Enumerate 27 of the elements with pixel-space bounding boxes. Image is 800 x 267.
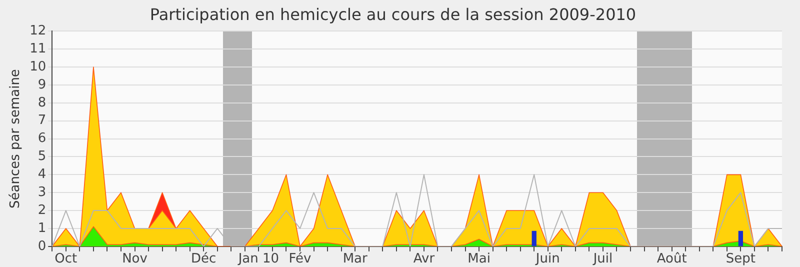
y-tick-label: 10 bbox=[30, 59, 46, 74]
y-tick-label: 3 bbox=[38, 184, 46, 200]
y-tick-label: 8 bbox=[38, 95, 46, 110]
y-tick-label: 2 bbox=[38, 202, 46, 218]
y-tick-label: 0 bbox=[38, 238, 46, 254]
x-tick-label: Nov bbox=[122, 252, 148, 267]
chart-title: Participation en hemicycle au cours de la session 2009-2010 bbox=[150, 4, 636, 24]
y-tick-label: 5 bbox=[38, 149, 46, 164]
y-tick-label: 1 bbox=[38, 220, 46, 236]
y-tick-label: 6 bbox=[38, 131, 46, 146]
x-tick-label: Sept bbox=[726, 252, 756, 267]
x-tick-label: Déc bbox=[191, 252, 216, 267]
x-tick-label: Juil bbox=[592, 252, 613, 267]
x-tick-label: Mar bbox=[342, 252, 368, 267]
y-tick-label: 4 bbox=[38, 167, 46, 182]
x-tick-label: Avr bbox=[413, 252, 436, 267]
x-tick-label: Mai bbox=[468, 252, 490, 267]
x-tick-label: Août bbox=[656, 252, 687, 267]
y-axis-title: Séances par semaine bbox=[8, 69, 24, 209]
x-tick-label: Oct bbox=[54, 252, 78, 267]
y-tick-label: 12 bbox=[30, 24, 46, 39]
x-tick-label: Juin bbox=[534, 252, 560, 267]
x-tick-label: Fév bbox=[288, 252, 312, 267]
x-tick-label: Jan 10 bbox=[237, 252, 280, 267]
y-tick-label: 9 bbox=[38, 77, 46, 92]
y-tick-label: 7 bbox=[38, 113, 46, 128]
y-tick-label: 11 bbox=[30, 42, 46, 57]
